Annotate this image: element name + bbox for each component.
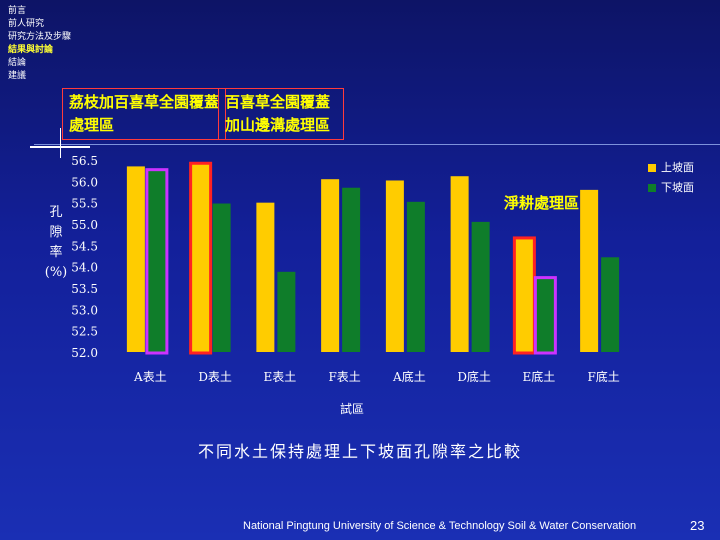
bar-lower-slope (277, 271, 296, 352)
bar-upper-slope (191, 164, 210, 352)
bar-lower-slope (342, 187, 361, 352)
outline-nav: 前言 前人研究 研究方法及步驟 結果與討論 結論 建議 (8, 5, 71, 83)
y-tick-label: 54.5 (71, 239, 98, 253)
x-tick-label: D表土 (198, 370, 232, 384)
bar-upper-slope (256, 202, 275, 352)
y-axis-label-char: 孔 (49, 205, 63, 220)
nav-item-suggestions[interactable]: 建議 (8, 71, 27, 81)
legend-swatch-upper (648, 164, 656, 172)
y-tick-label: 52.5 (71, 325, 98, 339)
bar-lower-slope (536, 278, 555, 352)
bar-upper-slope (450, 176, 469, 352)
legend-swatch-lower (648, 184, 656, 192)
bar-lower-slope (212, 203, 231, 352)
crosshair-vertical (60, 128, 61, 158)
y-axis-label-char: 隙 (49, 225, 63, 240)
x-tick-label: F表土 (328, 370, 360, 384)
bar-lower-slope (147, 170, 166, 352)
y-tick-label: 53.5 (71, 282, 98, 296)
x-tick-label: D底土 (457, 369, 491, 384)
bar-highlight-frame (533, 276, 557, 355)
footer-institution: National Pingtung University of Science … (243, 520, 637, 532)
x-tick-label: F底土 (587, 369, 619, 384)
bar-upper-slope (580, 189, 599, 352)
nav-item-methods[interactable]: 研究方法及步驟 (8, 32, 72, 42)
y-axis-label: 孔 隙 率 (%) (44, 203, 68, 283)
legend-label-upper: 上坡面 (661, 161, 694, 174)
bar-upper-slope (515, 238, 534, 352)
x-tick-label: E表土 (263, 370, 296, 384)
nav-item-results[interactable]: 結果與討論 (8, 45, 54, 55)
legend-item-lower: 下坡面 (648, 178, 694, 198)
y-tick-label: 55.0 (71, 218, 98, 232)
bar-lower-slope (471, 221, 490, 352)
legend-label-lower: 下坡面 (661, 181, 694, 194)
callout-bahiagrass-hillside-ditch: 百喜草全園覆蓋加山邊溝處理區 (218, 88, 344, 140)
bar-upper-slope (126, 166, 145, 352)
bar-lower-slope (406, 201, 425, 352)
crosshair-horizontal (30, 146, 90, 148)
header-divider (34, 144, 720, 145)
bar-upper-slope (321, 179, 340, 352)
y-axis-label-char: (%) (44, 265, 68, 280)
callout-litchi-bahiagrass: 荔枝加百喜草全園覆蓋處理區 (62, 88, 226, 140)
y-tick-label: 56.5 (71, 154, 98, 168)
x-tick-label: E底土 (522, 369, 555, 384)
bar-lower-slope (601, 257, 620, 352)
x-axis-title: 試區 (340, 402, 365, 416)
y-tick-label: 54.0 (71, 261, 98, 275)
nav-item-conclusion[interactable]: 結論 (8, 58, 27, 68)
nav-item-literature[interactable]: 前人研究 (8, 19, 45, 29)
y-axis-label-char: 率 (49, 245, 63, 260)
page-number: 23 (690, 518, 705, 533)
legend-item-upper: 上坡面 (648, 158, 694, 178)
bar-highlight-frame (145, 168, 169, 355)
slide-caption: 不同水土保持處理上下坡面孔隙率之比較 (197, 442, 522, 461)
x-tick-label: A表土 (133, 370, 167, 384)
nav-item-intro[interactable]: 前言 (8, 6, 27, 16)
x-tick-label: A底土 (392, 369, 426, 384)
chart-legend: 上坡面 下坡面 (648, 158, 694, 198)
y-tick-label: 55.5 (71, 197, 98, 211)
y-tick-label: 53.0 (71, 303, 98, 317)
y-tick-label: 52.0 (71, 346, 98, 360)
bar-upper-slope (385, 180, 404, 352)
callout-clean-tillage: 淨耕處理區 (504, 194, 580, 212)
y-tick-label: 56.0 (71, 175, 98, 189)
bar-highlight-frame (189, 161, 213, 355)
